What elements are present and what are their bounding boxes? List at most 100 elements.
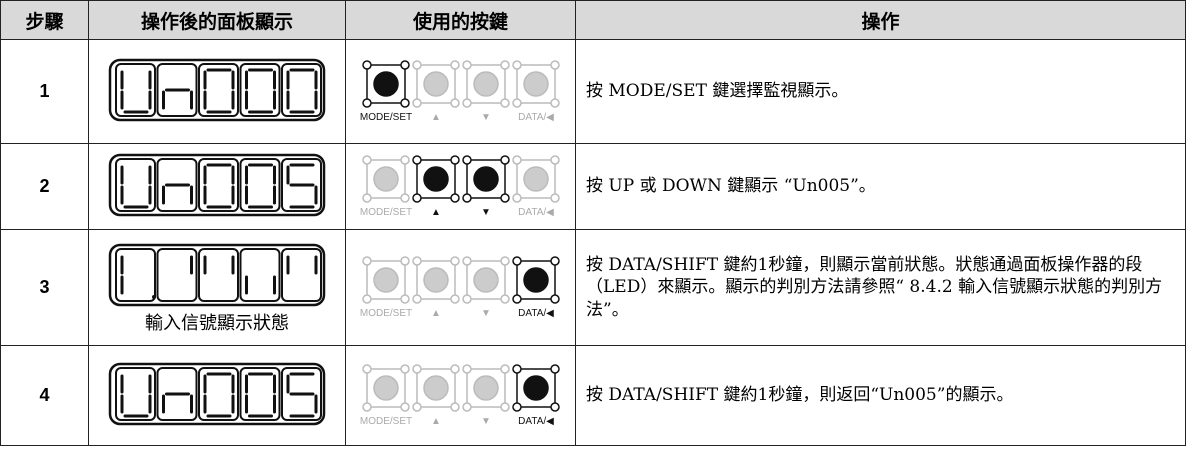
key-pin — [549, 192, 560, 203]
digit-cell — [239, 62, 281, 117]
key-pin — [511, 192, 522, 203]
key-pin — [461, 255, 472, 266]
key-pin — [361, 293, 372, 304]
digit-cell — [281, 62, 322, 117]
key-pin — [461, 154, 472, 165]
operation-table: 步驟 操作後的面板顯示 使用的按鍵 操作 1 MODE/SET ▲ ▼ DATA/◀ 按 … — [0, 0, 1186, 446]
key-label: MODE/SET — [359, 207, 411, 218]
key-pin — [399, 154, 410, 165]
key-pin — [511, 255, 522, 266]
key-button — [461, 363, 510, 412]
key-pin — [449, 255, 460, 266]
key-label: ▼ — [481, 416, 491, 427]
display-cell — [88, 39, 346, 144]
key-pin — [511, 59, 522, 70]
key-cap — [422, 266, 449, 293]
digit-cell — [115, 247, 156, 302]
digit-cell — [239, 366, 281, 421]
key-pin — [361, 97, 372, 108]
key-pin — [449, 401, 460, 412]
operation-cell: 按 DATA/SHIFT 鍵約1秒鐘，則顯示當前狀態。狀態通過面板操作器的段（L… — [575, 229, 1186, 346]
keys-cell: MODE/SET ▲ ▼ DATA/◀ — [345, 229, 576, 346]
key-button — [361, 59, 410, 108]
panel-display — [108, 153, 326, 216]
display-text — [120, 68, 318, 113]
digit-cell — [156, 157, 198, 212]
key-cap — [472, 70, 499, 97]
key-cap — [522, 70, 549, 97]
key-pin — [549, 255, 560, 266]
key-button — [511, 154, 560, 203]
display-frame — [108, 58, 326, 121]
key-button — [461, 59, 510, 108]
key-pin — [361, 255, 372, 266]
digit-cell — [115, 366, 156, 421]
header-cell: 步驟 — [0, 0, 89, 40]
key-label: DATA/◀ — [518, 207, 554, 218]
display-frame — [108, 362, 326, 425]
digit-cell — [115, 62, 156, 117]
key-panel: MODE/SET ▲ ▼ DATA/◀ — [359, 59, 560, 123]
key-cap — [472, 266, 499, 293]
display-caption: 輸入信號顯示狀態 — [145, 312, 289, 334]
key-pin — [499, 401, 510, 412]
key-pin — [449, 293, 460, 304]
key-panel: MODE/SET ▲ ▼ DATA/◀ — [359, 363, 560, 427]
key-pin — [411, 293, 422, 304]
key-pin — [411, 255, 422, 266]
key-pin — [399, 401, 410, 412]
key-pin — [361, 59, 372, 70]
key-label: DATA/◀ — [518, 416, 554, 427]
digit-cell — [198, 366, 239, 421]
step-cell: 1 — [0, 39, 89, 144]
digit-cell — [198, 62, 239, 117]
key-label: ▼ — [481, 308, 491, 319]
key-button — [361, 363, 410, 412]
digit-cell — [239, 247, 281, 302]
key-pin — [399, 192, 410, 203]
digit-cell — [156, 247, 198, 302]
key-label: ▲ — [431, 207, 441, 218]
key-label: MODE/SET — [359, 112, 411, 123]
key-cap — [422, 165, 449, 192]
key-pin — [549, 154, 560, 165]
digit-cell — [281, 157, 322, 212]
key-pin — [511, 97, 522, 108]
keys-cell: MODE/SET ▲ ▼ DATA/◀ — [345, 39, 576, 144]
key-button — [511, 59, 560, 108]
header-cell: 操作 — [575, 0, 1186, 40]
key-pin — [499, 192, 510, 203]
display-frame — [108, 243, 326, 306]
key-pin — [499, 293, 510, 304]
display-text — [120, 163, 318, 208]
header-cell: 使用的按鍵 — [345, 0, 576, 40]
operation-cell: 按 DATA/SHIFT 鍵約1秒鐘，則返回“Un005”的顯示。 — [575, 345, 1186, 446]
key-cap — [472, 165, 499, 192]
key-pin — [411, 97, 422, 108]
keys-cell: MODE/SET ▲ ▼ DATA/◀ — [345, 143, 576, 230]
key-cap — [422, 70, 449, 97]
key-pin — [499, 59, 510, 70]
key-cap — [422, 374, 449, 401]
key-pin — [361, 401, 372, 412]
key-pin — [549, 97, 560, 108]
key-pin — [399, 363, 410, 374]
key-panel: MODE/SET ▲ ▼ DATA/◀ — [359, 255, 560, 319]
key-pin — [499, 97, 510, 108]
panel-display — [108, 58, 326, 121]
key-pin — [461, 192, 472, 203]
key-cap — [372, 266, 399, 293]
key-pin — [499, 363, 510, 374]
header-cell: 操作後的面板顯示 — [88, 0, 346, 40]
key-pin — [361, 154, 372, 165]
step-cell: 3 — [0, 229, 89, 346]
key-cap — [372, 165, 399, 192]
key-pin — [411, 363, 422, 374]
key-pin — [499, 255, 510, 266]
table-row: 1 MODE/SET ▲ ▼ DATA/◀ 按 MODE/SET 鍵選擇監視顯示。 — [0, 39, 1186, 144]
key-pin — [449, 59, 460, 70]
digit-cell — [198, 157, 239, 212]
display-text — [120, 372, 318, 417]
key-label: DATA/◀ — [518, 308, 554, 319]
key-pin — [549, 59, 560, 70]
